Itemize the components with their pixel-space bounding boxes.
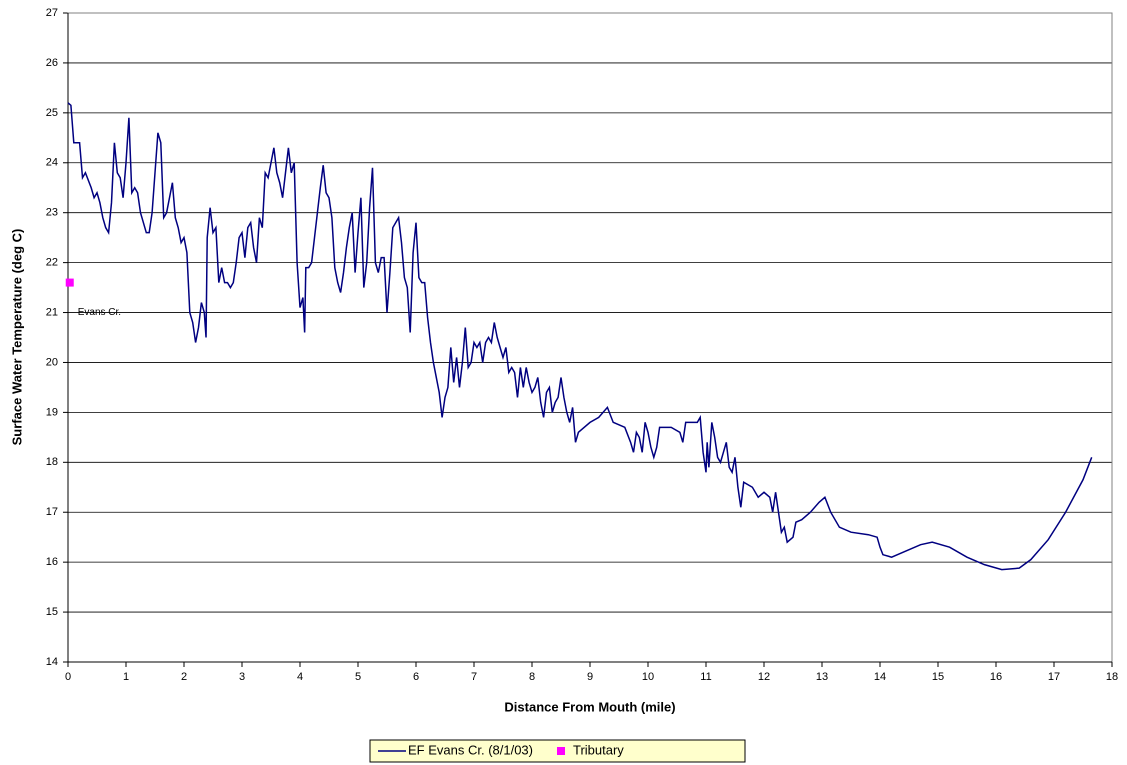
y-tick-label: 23: [46, 207, 58, 219]
y-tick-label: 27: [46, 7, 58, 19]
y-axis-title: Surface Water Temperature (deg C): [9, 229, 24, 446]
y-tick-label: 25: [46, 107, 58, 119]
x-tick-label: 12: [758, 671, 770, 683]
y-tick-label: 17: [46, 506, 58, 518]
x-tick-label: 15: [932, 671, 944, 683]
x-tick-label: 14: [874, 671, 886, 683]
legend-swatch: [557, 747, 565, 755]
x-tick-label: 18: [1106, 671, 1118, 683]
x-axis-title: Distance From Mouth (mile): [504, 699, 675, 714]
data-line: [67, 102, 1093, 571]
x-tick-label: 7: [471, 671, 477, 683]
x-tick-label: 5: [355, 671, 361, 683]
data-point: [65, 278, 74, 287]
x-tick-label: 2: [181, 671, 187, 683]
y-tick-label: 26: [46, 57, 58, 69]
y-tick-label: 21: [46, 306, 58, 318]
x-tick-label: 9: [587, 671, 593, 683]
x-tick-label: 4: [297, 671, 303, 683]
x-tick-label: 0: [65, 671, 71, 683]
x-tick-label: 3: [239, 671, 245, 683]
y-tick-label: 15: [46, 606, 58, 618]
y-tick-label: 16: [46, 556, 58, 568]
x-tick-label: 17: [1048, 671, 1060, 683]
x-tick-label: 13: [816, 671, 828, 683]
y-tick-label: 24: [46, 157, 58, 169]
y-tick-label: 14: [46, 656, 58, 668]
x-tick-label: 1: [123, 671, 129, 683]
y-tick-label: 18: [46, 456, 58, 468]
y-tick-label: 20: [46, 356, 58, 368]
x-tick-label: 8: [529, 671, 535, 683]
annotation: Evans Cr.: [78, 307, 121, 318]
legend-label: Tributary: [573, 742, 624, 757]
legend-label: EF Evans Cr. (8/1/03): [408, 742, 533, 757]
x-tick-label: 10: [642, 671, 654, 683]
x-tick-label: 11: [700, 671, 711, 683]
y-tick-label: 19: [46, 406, 58, 418]
plot-border: [67, 12, 1113, 663]
y-tick-label: 22: [46, 257, 58, 269]
x-tick-label: 6: [413, 671, 419, 683]
x-tick-label: 16: [990, 671, 1002, 683]
